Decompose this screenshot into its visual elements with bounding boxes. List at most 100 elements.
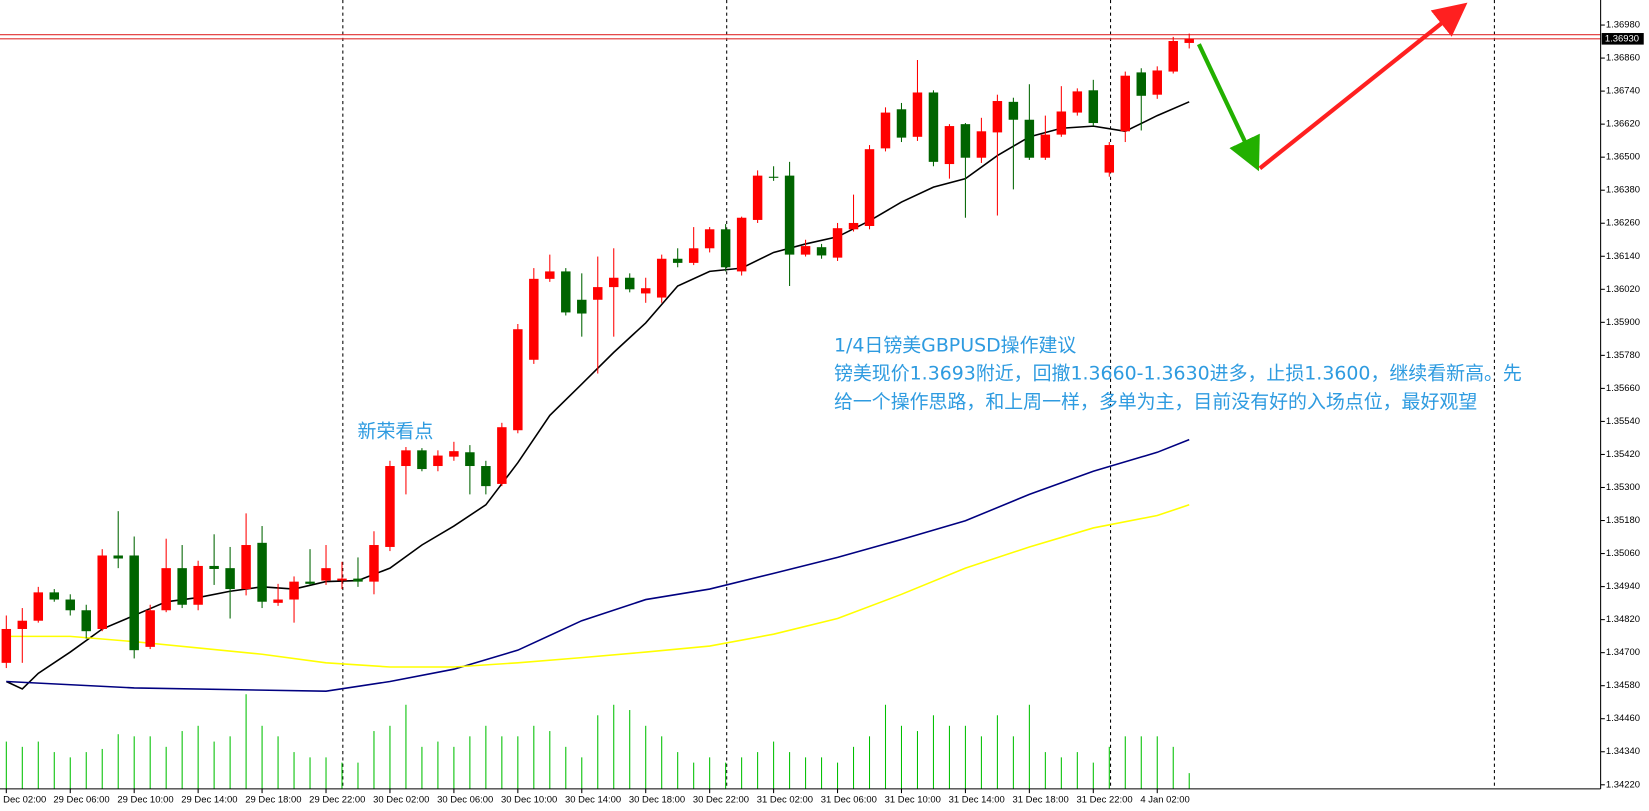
y-tick-label: 1.36860 [1606,53,1640,64]
y-tick-label: 1.36380 [1606,185,1640,196]
candle-body [928,92,939,162]
candle-body [481,466,491,487]
candle-body [1040,134,1051,158]
candle-body [992,101,1003,133]
candle-body [17,620,28,629]
y-tick-label: 1.34820 [1606,614,1640,625]
candle-body [145,610,155,647]
y-tick-label: 1.36260 [1606,218,1640,229]
candle-body [896,109,907,138]
candle-body [816,247,827,256]
candle-body [800,246,811,255]
candle-body [241,545,251,590]
x-tick-label: 4 Jan 02:00 [1140,795,1189,806]
candle-body [417,450,427,470]
candle-body [129,555,139,651]
y-tick-label: 1.34700 [1606,647,1640,658]
x-tick-label: 29 Dec 22:00 [309,795,365,806]
y-tick-label: 1.34940 [1606,581,1640,592]
candle-body [1008,101,1019,120]
price-box [1601,33,1644,45]
y-tick-label: 1.35540 [1606,416,1640,427]
candle-body [688,248,699,263]
candle-body [848,222,859,230]
y-tick-label: 1.35660 [1606,383,1640,394]
candle-body [1088,90,1099,124]
y-tick-label: 1.36500 [1606,152,1640,163]
annotation: 镑美现价1.3693附近，回撤1.3660-1.3630进多，止损1.3600，… [834,363,1522,385]
candle-body [1024,119,1035,158]
moving-average [6,504,1190,668]
x-tick-label: 31 Dec 18:00 [1013,795,1069,806]
candle-body [33,592,44,621]
plot [0,33,1601,789]
candle-body [273,599,283,603]
x-tick-label: 30 Dec 18:00 [629,795,685,806]
y-tick-label: 1.34460 [1606,713,1640,724]
x-tick-label: 31 Dec 14:00 [949,795,1005,806]
x-tick-label: 31 Dec 10:00 [885,795,941,806]
candle-body [944,126,955,165]
candle-body [864,149,875,226]
y-tick-label: 1.35300 [1606,482,1640,493]
candle-body [625,277,635,290]
y-tick-label: 1.35420 [1606,449,1640,460]
candle-body [752,175,763,220]
x-tick-label: 31 Dec 02:00 [757,795,813,806]
y-tick-label: 1.35060 [1606,548,1640,559]
candle-body [736,217,747,272]
x-tick-label: Dec 02:00 [3,795,46,806]
candle-body [465,452,475,467]
x-tick-label: 31 Dec 06:00 [821,795,877,806]
candle-body [1104,145,1115,173]
y-tick-label: 1.35180 [1606,515,1640,526]
candle-body [385,466,395,547]
candle-body [401,450,411,467]
y-tick-label: 1.36020 [1606,284,1640,295]
candle-body [784,175,795,255]
candle-body [321,568,331,581]
x-tick-label: 29 Dec 10:00 [117,795,173,806]
candle-body [49,592,59,600]
candle-body [369,545,379,582]
y-tick-label: 1.36620 [1606,119,1640,130]
x-tick-label: 30 Dec 14:00 [565,795,621,806]
x-tick-label: 29 Dec 06:00 [53,795,109,806]
candle-body [1136,72,1146,96]
candle-body [161,568,171,611]
x-tick-label: 30 Dec 06:00 [437,795,493,806]
candle-body [976,131,987,158]
annotation: 新荣看点 [358,421,434,443]
candle-body [609,277,619,288]
candle-body [193,565,203,605]
candle-body [209,565,219,569]
y-tick-label: 1.34580 [1606,680,1640,691]
moving-average [6,438,1190,692]
candle-body [768,176,779,178]
x-tick-label: 29 Dec 14:00 [181,795,237,806]
x-tick-label: 31 Dec 22:00 [1076,795,1132,806]
candle-body [656,258,667,298]
candle-body [1,628,12,663]
y-tick-label: 1.35900 [1606,317,1640,328]
candle-body [720,229,731,268]
candle-body [1120,75,1131,132]
candle-body [65,599,75,611]
candle-body [1056,111,1067,135]
arrow-up [1258,2,1468,170]
candle-body [497,427,507,484]
candle-body [1072,91,1083,113]
candle-body [545,271,555,279]
annotation: 1/4日镑美GBPUSD操作建议 [834,334,1076,356]
moving-average [5,101,1190,690]
candle-body [337,578,347,581]
candle-body [449,451,459,457]
candle-body [880,112,891,149]
candle-body [1168,41,1178,72]
y-tick-label: 1.35780 [1606,350,1640,361]
candle-body [640,288,651,294]
candle-body [529,278,539,360]
y-tick-label: 1.36980 [1606,20,1640,31]
candle-body [113,555,123,559]
annotation: 给一个操作思路，和上周一样，多单为主，目前没有好的入场点位，最好观望 [834,391,1477,413]
